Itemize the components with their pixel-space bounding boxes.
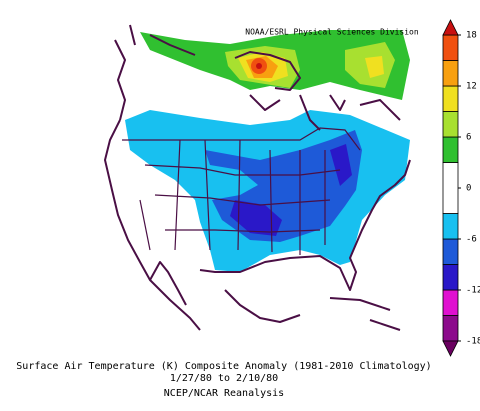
colorbar-band	[442, 136, 459, 163]
colorbar-tick-label: 18	[466, 31, 477, 41]
colorbar-tick-label: -12	[466, 286, 480, 296]
colorbar-band	[442, 264, 459, 291]
colorbar-tick-label: 12	[466, 82, 477, 92]
caption-line: 1/27/80 to 2/10/80	[170, 373, 278, 384]
colorbar-over-arrow	[442, 19, 459, 36]
coastlines	[104, 24, 411, 331]
colorbar-band	[442, 213, 459, 240]
borders	[122, 127, 361, 255]
colorbar-band	[442, 238, 459, 265]
colorbar-tick-label: -6	[466, 235, 477, 245]
colorbar-tick-label: 6	[466, 133, 471, 143]
colorbar-band	[442, 315, 459, 342]
anomaly-field	[125, 30, 410, 272]
colorbar-band	[442, 289, 459, 316]
colorbar-band	[442, 60, 459, 87]
colorbar-tick-label: 0	[466, 184, 471, 194]
caption-line: Surface Air Temperature (K) Composite An…	[16, 361, 431, 372]
caption-line: NCEP/NCAR Reanalysis	[164, 388, 284, 399]
colorbar-band	[442, 111, 459, 138]
colorbar: 18 12 6 0 -6 -12 -18	[442, 19, 480, 357]
colorbar-band	[442, 85, 459, 112]
credit-text: NOAA/ESRL Physical Sciences Division	[245, 28, 419, 37]
colorbar-band	[442, 34, 459, 61]
colorbar-tick-label: -18	[466, 337, 480, 347]
colorbar-under-arrow	[442, 340, 459, 357]
colorbar-band	[442, 162, 459, 214]
